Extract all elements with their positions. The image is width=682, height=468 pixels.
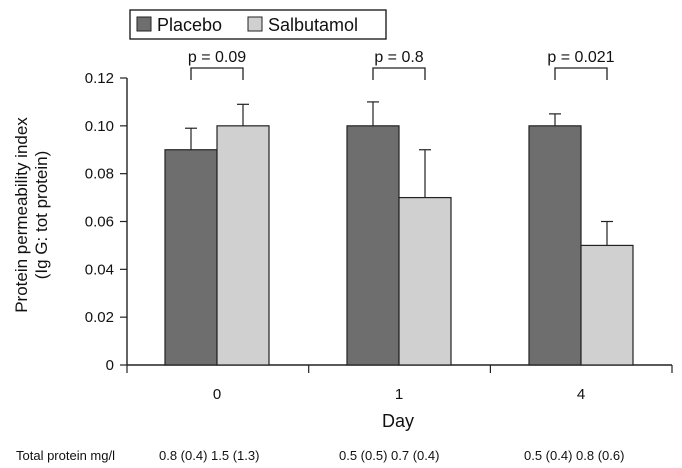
footer-values-day-0: 0.8 (0.4) 1.5 (1.3) <box>159 448 260 463</box>
bars <box>164 125 634 366</box>
y-tick-label: 0.06 <box>85 214 114 231</box>
x-axis-label: Day <box>382 411 414 431</box>
bar-salbutamol-day-0 <box>216 125 270 366</box>
legend: Placebo Salbutamol <box>129 9 387 40</box>
p-value-label: p = 0.09 <box>188 49 246 66</box>
error-bars <box>185 101 613 246</box>
y-tick-label: 0.08 <box>85 166 114 183</box>
footer-total-protein-label: Total protein mg/l <box>16 448 115 463</box>
y-tick-label: 0.02 <box>85 309 114 326</box>
y-tick-label: 0.10 <box>85 118 114 135</box>
x-tick-label: 4 <box>577 386 585 403</box>
significance-bracket <box>372 67 426 80</box>
bar-salbutamol-day-4 <box>580 244 634 366</box>
bar-placebo-day-0 <box>164 149 218 366</box>
bar-salbutamol-day-1 <box>398 196 452 366</box>
y-tick-label: 0.12 <box>85 70 114 87</box>
x-tick-label: 0 <box>213 386 221 403</box>
legend-label-salbutamol: Salbutamol <box>268 15 358 35</box>
y-tick-label: 0.04 <box>85 261 114 278</box>
bar-chart: Placebo Salbutamol Protein permeability … <box>12 9 673 431</box>
bar-placebo-day-1 <box>346 125 400 366</box>
footer-values-day-4: 0.5 (0.4) 0.8 (0.6) <box>524 448 625 463</box>
bar-placebo-day-4 <box>528 125 582 366</box>
p-value-label: p = 0.021 <box>547 49 614 66</box>
legend-swatch-salbutamol <box>247 16 263 32</box>
footer-values-day-1: 0.5 (0.5) 0.7 (0.4) <box>339 448 440 463</box>
y-tick-label: 0 <box>106 357 114 374</box>
legend-label-placebo: Placebo <box>157 15 222 35</box>
x-tick-label: 1 <box>395 386 403 403</box>
y-ticks: 0 0.02 0.04 0.06 0.08 0.10 0.12 <box>85 70 127 374</box>
legend-swatch-placebo <box>136 16 152 32</box>
y-axis-label-line1: Protein permeability index <box>12 117 31 313</box>
y-axis-label-line2: (Ig G: tot protein) <box>32 151 51 280</box>
significance-bracket <box>190 67 244 80</box>
significance-annotations: p = 0.09 p = 0.8 p = 0.021 <box>188 49 615 80</box>
x-ticks: 0 1 4 <box>126 365 673 403</box>
significance-bracket <box>554 67 608 80</box>
p-value-label: p = 0.8 <box>374 49 423 66</box>
